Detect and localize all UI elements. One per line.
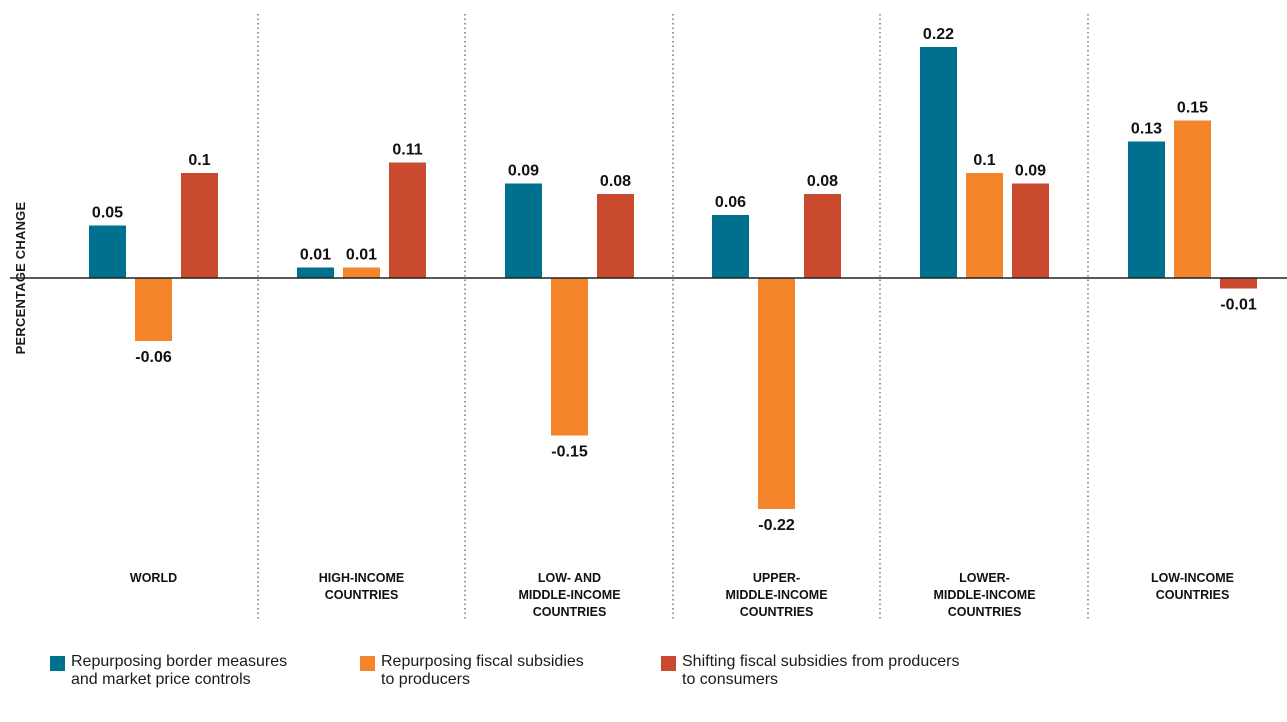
- bar-low-middle-income-fiscal-subsidies-producers: [551, 278, 588, 436]
- bar-world-fiscal-subsidies-producers: [135, 278, 172, 341]
- legend-item-border-measures: Repurposing border measures and market p…: [50, 653, 287, 689]
- category-label-high-income: HIGH-INCOME COUNTRIES: [319, 571, 404, 602]
- bar-high-income-fiscal-subsidies-producers: [343, 267, 380, 278]
- category-label-low-income: LOW-INCOME COUNTRIES: [1151, 571, 1234, 602]
- legend: Repurposing border measures and market p…: [50, 653, 1250, 713]
- bar-upper-middle-income-border-measures: [712, 215, 749, 278]
- category-label-world: WORLD: [130, 571, 177, 585]
- bar-low-income-shifting-subsidies: [1220, 278, 1257, 289]
- bar-low-middle-income-shifting-subsidies: [597, 194, 634, 278]
- bar-low-middle-income-border-measures: [505, 183, 542, 278]
- value-label-high-income-shifting-subsidies: 0.11: [392, 142, 422, 159]
- legend-item-shifting-subsidies: Shifting fiscal subsidies from producers…: [661, 653, 959, 689]
- value-label-low-income-fiscal-subsidies-producers: 0.15: [1177, 100, 1208, 117]
- value-label-world-border-measures: 0.05: [92, 205, 123, 222]
- bar-upper-middle-income-fiscal-subsidies-producers: [758, 278, 795, 509]
- value-label-low-income-shifting-subsidies: -0.01: [1220, 297, 1257, 314]
- bar-world-border-measures: [89, 225, 126, 278]
- bar-lower-middle-income-fiscal-subsidies-producers: [966, 173, 1003, 278]
- value-label-high-income-border-measures: 0.01: [300, 247, 331, 264]
- value-label-lower-middle-income-border-measures: 0.22: [923, 26, 954, 43]
- category-label-upper-middle-income: UPPER-MIDDLE-INCOME COUNTRIES: [725, 571, 827, 619]
- bar-low-income-fiscal-subsidies-producers: [1174, 120, 1211, 278]
- bar-high-income-shifting-subsidies: [389, 162, 426, 278]
- legend-swatch-shifting-subsidies: [661, 656, 676, 671]
- bar-upper-middle-income-shifting-subsidies: [804, 194, 841, 278]
- value-label-world-fiscal-subsidies-producers: -0.06: [135, 349, 172, 366]
- bar-low-income-border-measures: [1128, 141, 1165, 278]
- bar-high-income-border-measures: [297, 267, 334, 278]
- legend-label-shifting-subsidies: Shifting fiscal subsidies from producers…: [682, 653, 960, 688]
- value-label-upper-middle-income-shifting-subsidies: 0.08: [807, 173, 838, 190]
- legend-item-fiscal-subsidies-producers: Repurposing fiscal subsidies to producer…: [360, 653, 584, 689]
- value-label-upper-middle-income-border-measures: 0.06: [715, 194, 746, 211]
- legend-swatch-fiscal-subsidies-producers: [360, 656, 375, 671]
- value-label-world-shifting-subsidies: 0.1: [188, 152, 210, 169]
- legend-swatch-border-measures: [50, 656, 65, 671]
- category-label-low-middle-income: LOW- AND MIDDLE-INCOME COUNTRIES: [518, 571, 620, 619]
- bar-lower-middle-income-shifting-subsidies: [1012, 183, 1049, 278]
- category-label-lower-middle-income: LOWER-MIDDLE-INCOME COUNTRIES: [933, 571, 1035, 619]
- legend-label-border-measures: Repurposing border measures and market p…: [71, 653, 288, 688]
- value-label-low-middle-income-fiscal-subsidies-producers: -0.15: [551, 444, 588, 461]
- value-label-upper-middle-income-fiscal-subsidies-producers: -0.22: [758, 517, 795, 534]
- legend-label-fiscal-subsidies-producers: Repurposing fiscal subsidies to producer…: [381, 653, 584, 688]
- bar-world-shifting-subsidies: [181, 173, 218, 278]
- value-label-low-income-border-measures: 0.13: [1131, 121, 1162, 138]
- value-label-lower-middle-income-fiscal-subsidies-producers: 0.1: [973, 152, 995, 169]
- value-label-high-income-fiscal-subsidies-producers: 0.01: [346, 247, 377, 264]
- bar-lower-middle-income-border-measures: [920, 47, 957, 278]
- value-label-lower-middle-income-shifting-subsidies: 0.09: [1015, 163, 1046, 180]
- value-label-low-middle-income-shifting-subsidies: 0.08: [600, 173, 631, 190]
- value-label-low-middle-income-border-measures: 0.09: [508, 163, 539, 180]
